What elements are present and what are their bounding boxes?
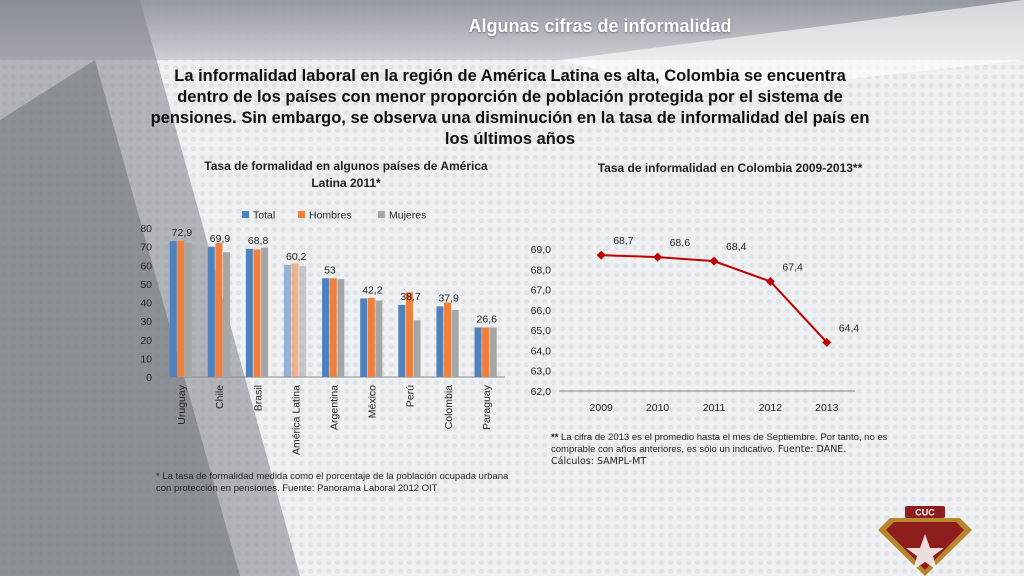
data-label: 26,6 <box>477 313 498 325</box>
y-tick-label: 10 <box>140 353 152 365</box>
footnote-mark: ** <box>551 432 559 443</box>
x-tick-label: 2010 <box>646 402 670 414</box>
y-tick-label: 50 <box>140 279 152 291</box>
data-point <box>765 276 775 286</box>
y-tick-label: 66,0 <box>531 305 552 317</box>
y-tick-label: 80 <box>140 223 152 235</box>
informalidad-line-chart: 62,0 63,0 64,0 65,0 66,0 67,0 68,0 69,0 68,7 2009… <box>531 235 860 414</box>
x-tick-label: 2013 <box>815 402 839 414</box>
bar-hombres <box>367 297 375 377</box>
bar-total <box>207 246 215 377</box>
legend-label: Mujeres <box>389 210 426 222</box>
line-chart-footnote: ** La cifra de 2013 es el promedio hasta… <box>551 432 891 468</box>
legend-swatch <box>298 211 305 218</box>
data-label: 37,9 <box>438 292 459 304</box>
intro-text: La informalidad laboral en la región de … <box>150 67 870 148</box>
bar-hombres <box>405 292 413 377</box>
x-tick-label: América Latina <box>290 385 302 455</box>
legend-label: Total <box>253 210 275 222</box>
cuc-logo: CUC <box>878 506 972 576</box>
legend-swatch <box>242 211 249 218</box>
bar-total <box>398 304 406 377</box>
bar-total <box>360 298 368 377</box>
y-tick-label: 30 <box>140 316 152 328</box>
bar-chart-footnote: * La tasa de formalidad medida como el p… <box>156 471 509 494</box>
bar-mujeres <box>489 327 497 377</box>
formalidad-bar-chart: 0 10 20 30 40 50 60 70 80 Total Hombres Mujeres 72,9… <box>140 210 505 455</box>
bar-mujeres <box>413 320 421 377</box>
bar-mujeres <box>375 300 383 377</box>
y-tick-label: 68,0 <box>531 264 552 276</box>
x-tick-label: 2011 <box>703 402 726 414</box>
y-tick-label: 0 <box>146 372 152 384</box>
data-label: 67,4 <box>782 261 803 273</box>
bar-total <box>169 241 177 377</box>
y-tick-label: 63,0 <box>531 366 552 378</box>
logo-text: CUC <box>915 508 935 518</box>
bar-total <box>474 327 482 377</box>
data-label: 53 <box>324 264 336 276</box>
y-tick-label: 67,0 <box>531 285 552 297</box>
x-tick-label: 2009 <box>590 402 614 414</box>
data-label: 64,4 <box>839 322 860 334</box>
y-tick-label: 70 <box>140 242 152 254</box>
footnote-text: La cifra de 2013 es el promedio hasta el… <box>551 432 888 455</box>
footnote-source: Fuente: DANE. Cálculos: SAMPL-MT <box>551 444 847 467</box>
x-tick-label: 2012 <box>759 402 783 414</box>
x-tick-label: Brasil <box>252 385 264 411</box>
bar-chart-title: Tasa de formalidad en algunos países de … <box>204 159 488 190</box>
x-tick-label: Perú <box>405 385 417 407</box>
y-tick-label: 62,0 <box>531 386 552 398</box>
y-tick-label: 64,0 <box>531 345 552 357</box>
bar-mujeres <box>261 247 269 377</box>
data-label: 68,4 <box>726 241 747 253</box>
bar-mujeres <box>337 279 345 377</box>
data-label: 68,8 <box>248 235 269 247</box>
data-label: 60,2 <box>286 251 307 263</box>
bar-hombres <box>329 278 337 377</box>
y-tick-label: 60 <box>140 260 152 272</box>
x-tick-label: Chile <box>214 385 226 409</box>
data-point <box>653 252 663 262</box>
x-tick-label: Uruguay <box>176 384 188 424</box>
bar-hombres <box>444 302 452 377</box>
bar-total <box>283 264 291 377</box>
data-point <box>709 256 719 266</box>
x-tick-label: Colombia <box>443 385 455 430</box>
y-tick-label: 65,0 <box>531 325 552 337</box>
bar-hombres <box>482 327 490 377</box>
bar-total <box>245 248 253 377</box>
y-tick-label: 20 <box>140 335 152 347</box>
bar-mujeres <box>222 252 230 377</box>
data-label: 42,2 <box>362 284 383 296</box>
bar-total <box>322 278 330 377</box>
data-label: 69,9 <box>210 233 231 245</box>
bar-total <box>436 306 444 377</box>
bar-hombres <box>177 241 185 377</box>
line-chart-title: Tasa de informalidad en Colombia 2009-20… <box>597 161 863 175</box>
y-tick-label: 69,0 <box>531 244 552 256</box>
data-label: 38,7 <box>400 291 421 303</box>
x-tick-label: Argentina <box>329 385 341 430</box>
x-tick-label: Paraguay <box>481 384 493 430</box>
bar-mujeres <box>299 266 307 377</box>
legend-label: Hombres <box>309 210 352 222</box>
bar-hombres <box>253 249 261 377</box>
x-tick-label: México <box>367 385 379 418</box>
legend-swatch <box>378 211 385 218</box>
y-tick-label: 40 <box>140 298 152 310</box>
data-label: 72,9 <box>172 227 193 239</box>
bar-mujeres <box>184 242 192 377</box>
bar-hombres <box>215 242 223 377</box>
bar-mujeres <box>451 309 459 377</box>
data-point <box>822 337 832 347</box>
data-label: 68,6 <box>670 237 691 249</box>
bar-hombres <box>291 263 299 377</box>
data-point <box>596 250 606 260</box>
slide-title: Algunas cifras de informalidad <box>468 16 732 36</box>
data-label: 68,7 <box>613 235 634 247</box>
